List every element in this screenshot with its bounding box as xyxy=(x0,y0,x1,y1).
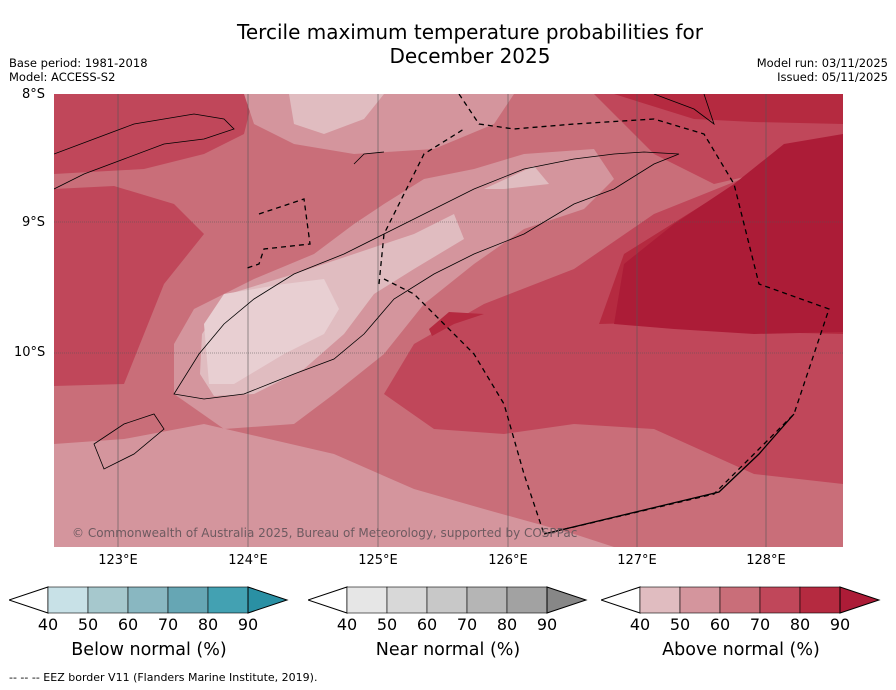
lat-label: 8°S xyxy=(22,87,46,102)
colorbar-below-ticks: 40 50 60 70 80 90 xyxy=(9,615,289,635)
tick-label: 40 xyxy=(37,615,59,634)
colorbar-swatch xyxy=(207,586,249,614)
lon-label: 126°E xyxy=(488,553,528,568)
colorbar-swatch xyxy=(127,586,169,614)
prob-90-region-e xyxy=(614,134,843,334)
prob-70-region-nw xyxy=(54,94,254,174)
colorbar-above xyxy=(601,586,881,614)
colorbar-arrow-right xyxy=(546,586,588,614)
timor-coast xyxy=(173,151,680,400)
chart-title: Tercile maximum temperature probabilitie… xyxy=(0,20,896,68)
tick-label: 50 xyxy=(77,615,99,634)
tick-label: 90 xyxy=(237,615,259,634)
colorbar-near-title: Near normal (%) xyxy=(375,640,521,660)
meta-left: Base period: 1981-2018 Model: ACCESS-S2 xyxy=(9,56,148,84)
colorbar-above-ticks: 40 50 60 70 80 90 xyxy=(601,615,881,635)
model-name: Model: ACCESS-S2 xyxy=(9,70,116,84)
tick-label: 40 xyxy=(629,615,651,634)
colorbar-swatch xyxy=(679,586,721,614)
coastlines xyxy=(54,94,715,470)
prob-40-region-n xyxy=(289,94,384,134)
footer-note: -- -- -- EEZ border V11 (Flanders Marine… xyxy=(9,671,318,684)
colorbar-swatch xyxy=(719,586,761,614)
colorbar-above-title: Above normal (%) xyxy=(662,640,820,660)
tick-label: 60 xyxy=(709,615,731,634)
lon-label: 124°E xyxy=(228,553,268,568)
lon-label: 125°E xyxy=(358,553,398,568)
tick-label: 60 xyxy=(416,615,438,634)
lon-label: 128°E xyxy=(746,553,786,568)
colorbar-arrow-left xyxy=(308,586,348,614)
colorbar-arrow-right xyxy=(247,586,289,614)
tick-label: 80 xyxy=(496,615,518,634)
lon-label: 123°E xyxy=(98,553,138,568)
prob-40-patch-ne xyxy=(484,166,549,189)
colorbar-near-ticks: 40 50 60 70 80 90 xyxy=(308,615,588,635)
colorbar-swatch xyxy=(346,586,388,614)
colorbar-swatch xyxy=(466,586,508,614)
base-period: Base period: 1981-2018 xyxy=(9,56,148,70)
gridlines xyxy=(54,94,843,547)
colorbar-below xyxy=(9,586,289,614)
flores-coast xyxy=(54,113,235,190)
colorbar-swatch xyxy=(506,586,548,614)
colorbar-swatch xyxy=(386,586,428,614)
colorbar-arrow-left xyxy=(601,586,641,614)
lat-label: 10°S xyxy=(14,345,46,360)
lon-label: 127°E xyxy=(617,553,657,568)
rote-island-coast xyxy=(93,413,165,470)
model-run-date: Model run: 03/11/2025 xyxy=(756,56,888,70)
tick-label: 60 xyxy=(117,615,139,634)
tick-label: 70 xyxy=(456,615,478,634)
colorbar-arrow-left xyxy=(9,586,49,614)
islet-coast xyxy=(353,151,385,165)
colorbar-near xyxy=(308,586,588,614)
prob-50-region-s xyxy=(54,424,614,547)
map-panel xyxy=(54,94,843,547)
tick-label: 50 xyxy=(669,615,691,634)
tick-label: 90 xyxy=(829,615,851,634)
colorbar-swatch xyxy=(639,586,681,614)
colorbar-arrow-right xyxy=(839,586,881,614)
issued-date: Issued: 05/11/2025 xyxy=(777,70,888,84)
tick-label: 70 xyxy=(749,615,771,634)
prob-40-region-core xyxy=(204,279,339,384)
eez-border xyxy=(243,94,830,535)
colorbar-swatch xyxy=(47,586,89,614)
tick-label: 90 xyxy=(536,615,558,634)
meta-right: Model run: 03/11/2025 Issued: 05/11/2025 xyxy=(757,56,888,84)
tick-label: 80 xyxy=(789,615,811,634)
tick-label: 40 xyxy=(336,615,358,634)
prob-80-region-n xyxy=(614,94,843,124)
tick-label: 80 xyxy=(197,615,219,634)
boundary-solid xyxy=(543,413,795,535)
colorbar-swatch xyxy=(799,586,841,614)
colorbar-swatch xyxy=(87,586,129,614)
colorbar-below-title: Below normal (%) xyxy=(71,640,227,660)
colorbar-swatch xyxy=(167,586,209,614)
north-island-coast xyxy=(653,94,715,126)
copyright-notice: © Commonwealth of Australia 2025, Bureau… xyxy=(72,526,578,540)
prob-80-patch-c xyxy=(429,312,484,336)
tick-label: 70 xyxy=(157,615,179,634)
prob-70-region-w xyxy=(54,186,204,386)
tick-label: 50 xyxy=(376,615,398,634)
title-line-2: December 2025 xyxy=(389,44,551,68)
lat-label: 9°S xyxy=(22,215,46,230)
title-line-1: Tercile maximum temperature probabilitie… xyxy=(237,20,703,44)
colorbar-swatch xyxy=(426,586,468,614)
colorbar-swatch xyxy=(759,586,801,614)
